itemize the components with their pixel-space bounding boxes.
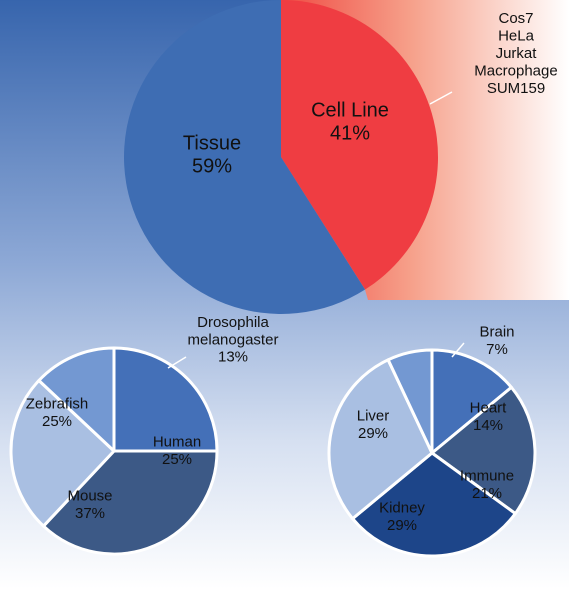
- cell-line-annotation: Cos7 HeLa Jurkat Macrophage SUM159: [474, 10, 557, 97]
- pie-label-zebrafish: Zebrafish 25%: [26, 396, 89, 430]
- pie-label-cell-line: Cell Line 41%: [311, 100, 389, 145]
- sample-type-pie: Tissue 59% Cell Line 41%: [124, 0, 439, 314]
- pie-slice-zebrafish: [9, 378, 116, 528]
- pie-slice-heart: [430, 348, 513, 455]
- pie-label-tissue: Tissue 59%: [183, 133, 241, 178]
- pie-slice-brain: [386, 348, 434, 455]
- cell-line-name: SUM159: [487, 80, 545, 97]
- pie-label-kidney: Kidney 29%: [379, 500, 425, 534]
- species-pie: Human 25% Mouse 37% Zebrafish 25% Drosophila me…: [9, 314, 279, 556]
- pie-label-mouse: Mouse 37%: [67, 488, 112, 522]
- cell-line-name: Jurkat: [496, 45, 538, 62]
- organ-pie: Heart 14% Immune 21% Kidney 29% Liver 29% Brain 7…: [327, 324, 537, 558]
- cell-line-leader-line: [429, 91, 453, 105]
- pie-slice-drosophila-melanogaster: [37, 346, 116, 453]
- cell-line-name: Cos7: [498, 10, 533, 27]
- cell-line-name: HeLa: [498, 28, 535, 45]
- pie-slice-immune: [430, 385, 537, 516]
- pie-label-heart: Heart 14%: [470, 400, 508, 434]
- pie-label-immune: Immune 21%: [460, 468, 514, 502]
- pie-label-drosophila-melanogaster: Drosophila melanogaster 13%: [188, 314, 279, 366]
- brain-leader-line: [451, 342, 465, 358]
- pie-slice-tissue: [124, 0, 366, 314]
- drosophila-leader-line: [167, 356, 187, 369]
- pie-label-human: Human 25%: [153, 434, 201, 468]
- pie-slice-cell-line: [281, 0, 439, 290]
- pie-slice-kidney: [351, 451, 517, 558]
- pie-label-brain: Brain 7%: [479, 324, 514, 358]
- cell-line-name: Macrophage: [474, 63, 557, 80]
- pie-slice-mouse: [41, 449, 219, 556]
- pie-label-liver: Liver 29%: [357, 408, 390, 442]
- pie-slice-human: [112, 346, 219, 453]
